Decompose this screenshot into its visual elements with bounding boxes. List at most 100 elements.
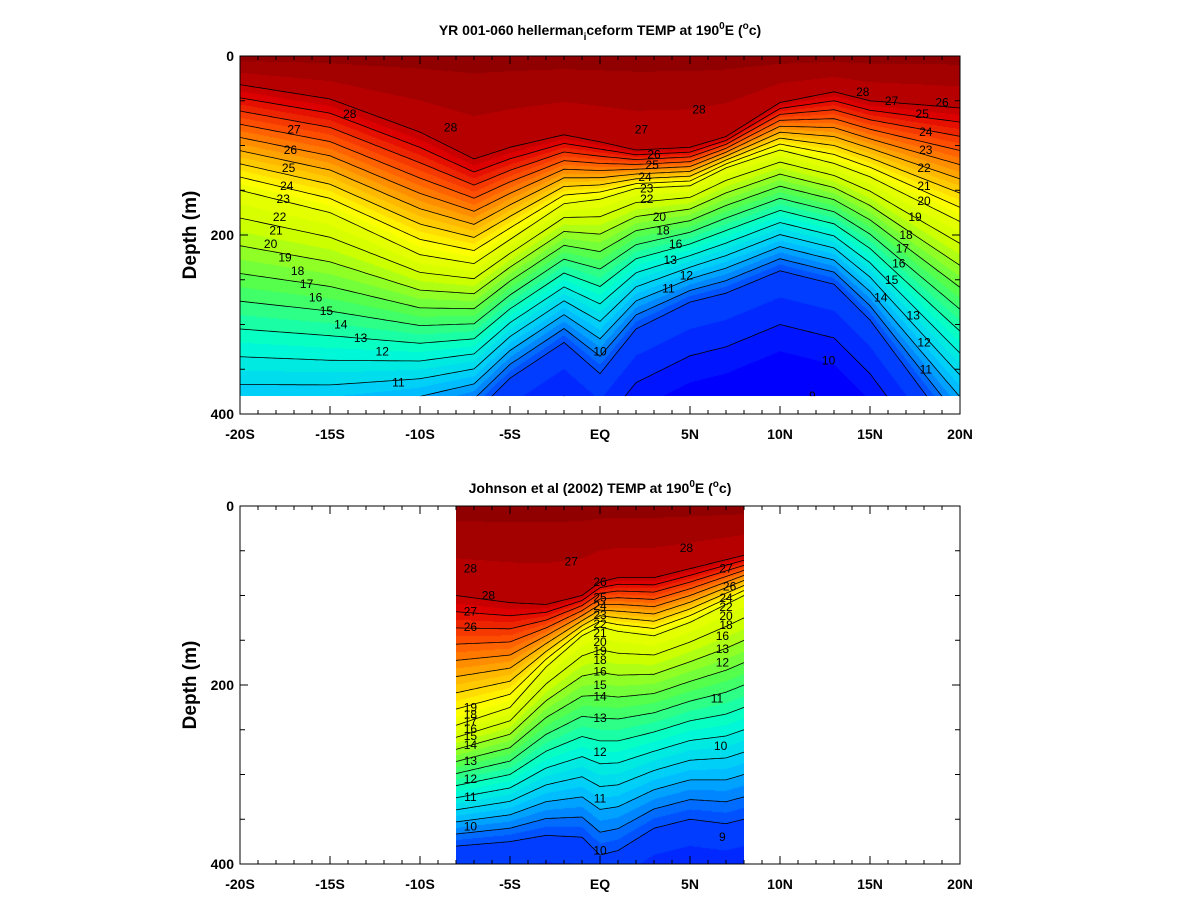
contour-label: 15 [320, 304, 334, 318]
contour-label: 16 [716, 629, 730, 643]
contour-label: 27 [719, 562, 733, 576]
isotherm-line [456, 729, 744, 799]
x-tick-label: 15N [857, 426, 883, 442]
contour-label: 25 [282, 161, 296, 175]
contour-label: 20 [917, 194, 931, 208]
isotherm-line [456, 662, 744, 762]
isotherm-line [456, 707, 744, 787]
temperature-field-image [456, 506, 744, 864]
bottom-axis-ticks [239, 505, 961, 865]
contour-label: 12 [593, 745, 607, 759]
isotherm-line [240, 161, 960, 280]
contour-label: 13 [593, 711, 607, 725]
contour-label: 13 [464, 754, 478, 768]
isotherm-line [240, 234, 960, 386]
x-tick-label: EQ [590, 876, 610, 892]
contour-label: 12 [376, 344, 390, 358]
contour-label: 27 [885, 94, 899, 108]
contour-label: 11 [594, 792, 607, 806]
isotherm-line [456, 585, 744, 694]
contour-label: 14 [464, 738, 478, 752]
contour-label: 10 [714, 739, 728, 753]
isotherm-line [563, 324, 888, 397]
x-tick-label: -10S [405, 426, 435, 442]
isotherm-line [456, 639, 744, 750]
top-y-tick-labels: 0 200 400 [211, 48, 235, 422]
x-tick-label: 20N [947, 876, 973, 892]
bottom-panel-title: Johnson et al (2002) TEMP at 1900E (oc) [469, 479, 732, 496]
contour-label: 21 [593, 626, 607, 640]
contour-label: 12 [716, 656, 730, 670]
contour-label: 23 [277, 192, 291, 206]
isotherm-line [240, 137, 960, 238]
contour-label: 14 [334, 318, 348, 332]
x-tick-label: -5S [499, 876, 521, 892]
isotherm-line [240, 185, 960, 310]
bottom-y-tick-labels: 0 200 400 [211, 498, 235, 872]
x-tick-label: -15S [315, 426, 345, 442]
isotherm-line [456, 818, 744, 856]
y-tick-label: 400 [211, 856, 235, 872]
isotherm-line [419, 246, 960, 397]
isotherm-line [456, 569, 744, 645]
contour-label: 26 [723, 580, 737, 594]
isotherm-line [456, 575, 744, 661]
contour-label: 27 [565, 554, 579, 568]
contour-label: 10 [464, 819, 478, 833]
isotherm-line [456, 580, 744, 677]
y-tick-label: 0 [226, 498, 234, 514]
top-axis-ticks [239, 55, 961, 415]
x-tick-label: 20N [947, 426, 973, 442]
isotherm-line [456, 590, 744, 710]
contour-label: 16 [669, 237, 683, 251]
contour-label: 9 [719, 830, 726, 844]
isotherm-line [240, 222, 960, 362]
y-tick-label: 400 [211, 406, 235, 422]
temperature-field-image [240, 56, 960, 396]
contour-label: 26 [464, 620, 478, 634]
contour-label: 23 [593, 608, 607, 622]
y-tick-label: 200 [211, 677, 235, 693]
top-panel: YR 001-060 hellermaniceform TEMP at 1900… [180, 21, 973, 442]
contour-label: 11 [662, 282, 675, 296]
contour-label: 28 [856, 85, 870, 99]
top-y-axis-label: Depth (m) [180, 191, 201, 280]
isotherm-line [456, 559, 744, 617]
contour-label: 24 [719, 591, 733, 605]
isotherm-line [240, 149, 960, 265]
contour-label: 18 [656, 224, 670, 238]
contour-label: 28 [444, 121, 458, 135]
contour-label: 16 [593, 665, 607, 679]
isotherm-line [456, 751, 744, 811]
contour-label: 25 [593, 590, 607, 604]
contour-label: 25 [916, 107, 930, 121]
y-tick-label: 200 [211, 227, 235, 243]
x-tick-label: 10N [767, 876, 793, 892]
contour-label: 26 [935, 96, 949, 110]
contour-label: 13 [354, 331, 368, 345]
isotherm-line [240, 118, 960, 199]
isotherm-line [240, 97, 960, 173]
x-tick-label: 10N [767, 426, 793, 442]
x-tick-label: 5N [681, 876, 699, 892]
isotherm-line [456, 564, 744, 630]
contour-label: 28 [692, 103, 706, 117]
contour-label: 14 [874, 291, 888, 305]
contour-label: 12 [464, 772, 478, 786]
isotherm-line [456, 774, 744, 823]
contour-label: 19 [464, 700, 478, 714]
isotherm-line [456, 595, 744, 726]
contour-label: 24 [919, 125, 933, 139]
contour-label: 22 [719, 600, 733, 614]
x-tick-label: -20S [225, 426, 255, 442]
isotherm-line [240, 131, 960, 225]
contour-label: 21 [917, 179, 931, 193]
contour-label: 11 [711, 691, 724, 705]
contour-label: 18 [719, 618, 733, 632]
contour-label: 22 [593, 617, 607, 631]
x-tick-label: EQ [590, 426, 610, 442]
contour-label: 20 [593, 635, 607, 649]
contour-label: 10 [822, 353, 836, 367]
contour-label: 26 [284, 143, 298, 157]
